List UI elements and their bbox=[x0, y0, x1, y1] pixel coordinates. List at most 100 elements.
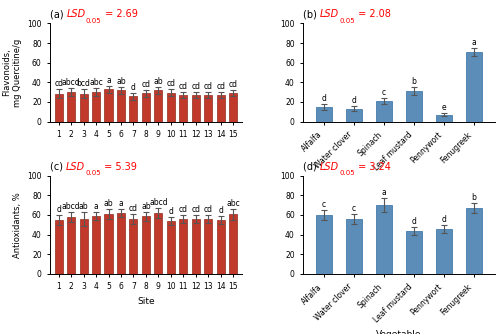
Text: cd: cd bbox=[228, 80, 237, 89]
Text: cd: cd bbox=[191, 205, 200, 214]
Text: cd: cd bbox=[142, 80, 150, 89]
Bar bbox=[204, 95, 212, 122]
Bar bbox=[130, 96, 138, 122]
Bar bbox=[80, 219, 88, 274]
Bar bbox=[466, 208, 482, 274]
Bar bbox=[54, 94, 63, 122]
Text: a: a bbox=[118, 199, 124, 208]
Text: cd: cd bbox=[216, 82, 225, 91]
Text: 0.05: 0.05 bbox=[339, 170, 355, 176]
Bar bbox=[216, 95, 224, 122]
Text: ab: ab bbox=[141, 201, 150, 210]
X-axis label: Vegetable: Vegetable bbox=[376, 330, 422, 334]
Text: = 2.08: = 2.08 bbox=[355, 9, 391, 19]
Text: a: a bbox=[472, 38, 476, 47]
Y-axis label: Antioxidants, %: Antioxidants, % bbox=[12, 192, 22, 258]
Text: bcd: bcd bbox=[76, 79, 90, 88]
Text: ab: ab bbox=[154, 77, 163, 86]
Text: = 5.39: = 5.39 bbox=[101, 162, 137, 172]
Bar bbox=[192, 95, 200, 122]
Bar bbox=[316, 215, 332, 274]
Text: d: d bbox=[352, 97, 356, 106]
Text: (a): (a) bbox=[50, 9, 67, 19]
Text: (c): (c) bbox=[50, 162, 66, 172]
Text: LSD: LSD bbox=[67, 9, 86, 19]
Bar bbox=[346, 109, 362, 122]
Bar bbox=[92, 216, 100, 274]
Bar bbox=[436, 229, 452, 274]
Bar bbox=[376, 101, 392, 122]
Text: ab: ab bbox=[104, 199, 114, 208]
X-axis label: Vegetable: Vegetable bbox=[376, 178, 422, 187]
Bar bbox=[229, 93, 237, 122]
Bar bbox=[406, 231, 422, 274]
Bar bbox=[192, 219, 200, 274]
Text: = 2.69: = 2.69 bbox=[102, 9, 138, 19]
Bar bbox=[154, 90, 162, 122]
Text: LSD: LSD bbox=[66, 162, 85, 172]
Bar bbox=[67, 217, 75, 274]
Text: d: d bbox=[168, 207, 173, 216]
Text: abc: abc bbox=[226, 199, 240, 208]
Bar bbox=[204, 219, 212, 274]
Bar bbox=[229, 214, 237, 274]
Text: d: d bbox=[442, 215, 446, 224]
Text: c: c bbox=[382, 88, 386, 97]
Bar bbox=[130, 219, 138, 274]
Bar bbox=[346, 219, 362, 274]
Text: = 3.24: = 3.24 bbox=[355, 162, 390, 172]
Bar bbox=[117, 90, 125, 122]
Text: c: c bbox=[322, 200, 326, 209]
Bar bbox=[216, 220, 224, 274]
Text: 0.05: 0.05 bbox=[85, 170, 101, 176]
Text: d: d bbox=[322, 94, 326, 103]
Bar bbox=[167, 221, 175, 274]
Bar bbox=[54, 220, 63, 274]
Text: d: d bbox=[131, 82, 136, 92]
Bar bbox=[142, 93, 150, 122]
Bar bbox=[80, 94, 88, 122]
Bar bbox=[154, 213, 162, 274]
Bar bbox=[104, 89, 112, 122]
Text: ab: ab bbox=[79, 202, 88, 211]
Text: cd: cd bbox=[179, 82, 188, 91]
Text: cd: cd bbox=[179, 205, 188, 214]
Bar bbox=[167, 93, 175, 122]
Text: b: b bbox=[472, 193, 476, 202]
X-axis label: Site: Site bbox=[137, 297, 154, 306]
Text: cd: cd bbox=[204, 82, 212, 91]
Text: 0.05: 0.05 bbox=[86, 18, 102, 24]
Text: cd: cd bbox=[129, 204, 138, 213]
Text: e: e bbox=[442, 103, 446, 112]
Text: a: a bbox=[382, 188, 386, 197]
Text: abcd: abcd bbox=[62, 78, 80, 87]
Bar bbox=[466, 52, 482, 122]
Bar bbox=[92, 92, 100, 122]
Text: c: c bbox=[352, 204, 356, 213]
Text: (b): (b) bbox=[303, 9, 320, 19]
Text: b: b bbox=[412, 77, 416, 86]
Text: abc: abc bbox=[89, 78, 103, 87]
Text: (d): (d) bbox=[303, 162, 320, 172]
Y-axis label: Flavonoids,
mg Quercitine/g: Flavonoids, mg Quercitine/g bbox=[2, 38, 21, 107]
Text: cd: cd bbox=[191, 82, 200, 91]
Text: abcd: abcd bbox=[62, 202, 80, 211]
Text: LSD: LSD bbox=[320, 162, 339, 172]
Bar bbox=[179, 219, 188, 274]
Bar bbox=[179, 95, 188, 122]
Text: cd: cd bbox=[204, 205, 212, 214]
Text: d: d bbox=[218, 206, 223, 215]
Bar bbox=[436, 115, 452, 122]
Bar bbox=[67, 92, 75, 122]
Text: a: a bbox=[106, 76, 111, 85]
Bar bbox=[142, 216, 150, 274]
Text: ab: ab bbox=[116, 77, 126, 86]
Text: a: a bbox=[94, 202, 98, 211]
Text: cd: cd bbox=[54, 79, 63, 88]
Text: cd: cd bbox=[166, 79, 175, 88]
Text: d: d bbox=[412, 217, 416, 226]
Text: 0.05: 0.05 bbox=[340, 18, 355, 24]
Bar bbox=[117, 213, 125, 274]
Bar bbox=[376, 205, 392, 274]
Bar bbox=[406, 91, 422, 122]
